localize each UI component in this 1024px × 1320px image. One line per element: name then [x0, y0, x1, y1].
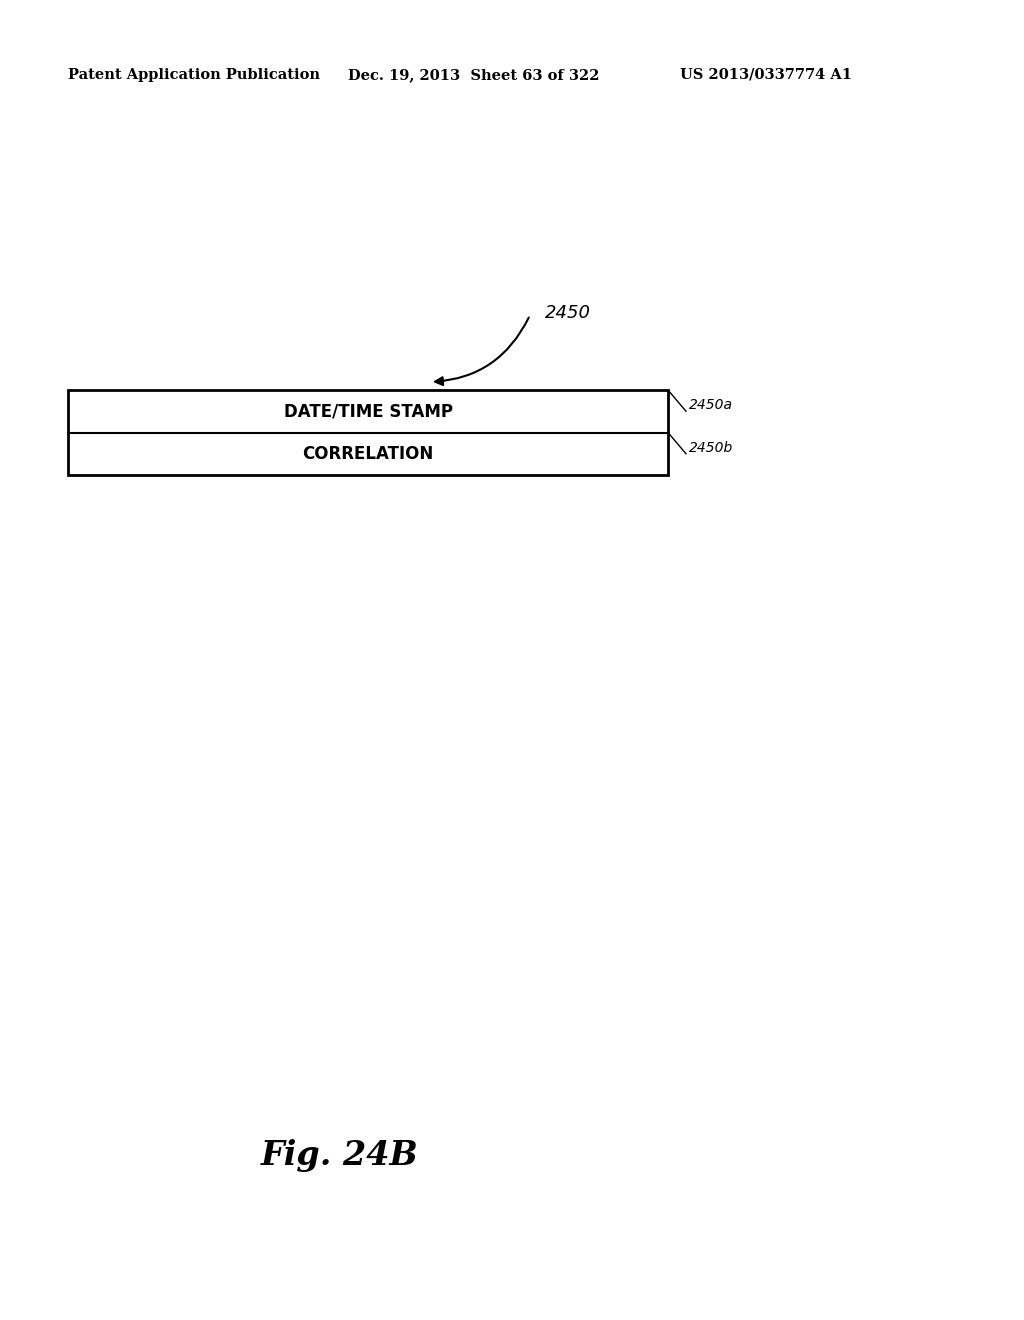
Text: 2450b: 2450b — [689, 441, 733, 455]
Text: Patent Application Publication: Patent Application Publication — [68, 69, 319, 82]
Text: Dec. 19, 2013  Sheet 63 of 322: Dec. 19, 2013 Sheet 63 of 322 — [348, 69, 599, 82]
Text: 2450: 2450 — [545, 304, 591, 322]
Text: 2450a: 2450a — [689, 399, 733, 412]
Bar — [68, 389, 668, 475]
Text: CORRELATION: CORRELATION — [302, 445, 433, 463]
Text: DATE/TIME STAMP: DATE/TIME STAMP — [284, 403, 453, 420]
Text: Fig. 24B: Fig. 24B — [261, 1138, 419, 1172]
Text: US 2013/0337774 A1: US 2013/0337774 A1 — [680, 69, 852, 82]
